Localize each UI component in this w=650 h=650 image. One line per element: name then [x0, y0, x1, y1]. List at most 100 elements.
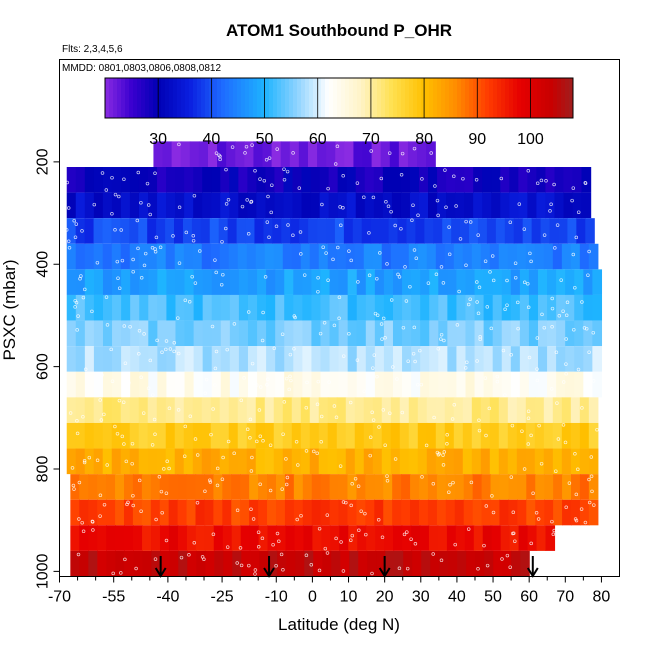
heatmap-cell — [162, 141, 173, 167]
colorbar-segment — [109, 78, 114, 118]
sample-point — [535, 336, 540, 340]
sample-point — [367, 231, 371, 235]
heatmap-cell — [282, 397, 293, 423]
heatmap-cell — [129, 422, 140, 449]
heatmap-cell — [229, 371, 240, 398]
heatmap-cell — [254, 218, 265, 244]
sample-point — [318, 331, 323, 336]
sample-point — [395, 377, 399, 381]
heatmap-cell — [486, 218, 497, 244]
colorbar-segment — [285, 78, 290, 118]
colorbar-segment — [249, 78, 254, 118]
heatmap-cell — [399, 422, 410, 449]
heatmap-cell — [75, 294, 86, 321]
heatmap-cell — [520, 550, 530, 577]
heatmap-cell — [156, 448, 167, 475]
heatmap-cell — [311, 371, 322, 398]
heatmap-cell — [247, 192, 257, 219]
sample-point — [364, 532, 368, 537]
sample-point — [98, 398, 102, 402]
sample-point — [489, 326, 494, 331]
heatmap-cell — [120, 167, 131, 193]
heatmap-cell — [592, 294, 603, 321]
sample-point — [424, 443, 429, 448]
sample-point — [291, 151, 295, 155]
colorbar-segment — [413, 78, 418, 118]
sample-point — [113, 228, 117, 232]
heatmap-cell — [561, 448, 572, 475]
heatmap-cell — [75, 269, 86, 295]
heatmap-cell — [579, 499, 590, 526]
sample-point — [214, 270, 218, 275]
sample-point — [344, 500, 348, 505]
heatmap-cell — [112, 269, 122, 295]
colorbar-segment — [425, 78, 430, 118]
heatmap-cell — [227, 218, 238, 244]
heatmap-cell — [184, 294, 195, 321]
heatmap-cell — [147, 422, 158, 449]
heatmap-cell — [381, 422, 392, 449]
sample-point — [164, 347, 168, 352]
sample-point — [167, 466, 171, 471]
sample-point — [79, 274, 83, 278]
heatmap-cell — [157, 371, 168, 398]
sample-point — [260, 536, 265, 541]
heatmap-cell — [139, 269, 149, 295]
heatmap-cell — [364, 192, 375, 219]
colorbar-segment — [289, 78, 294, 118]
sample-point — [349, 538, 353, 542]
heatmap-cell — [347, 294, 358, 321]
heatmap-cell — [159, 499, 170, 526]
sample-point — [115, 431, 120, 436]
sample-point — [238, 546, 243, 550]
heatmap-cell — [168, 474, 179, 500]
sample-point — [82, 460, 87, 465]
heatmap-cell — [214, 550, 224, 577]
heatmap-cell — [397, 218, 408, 244]
heatmap-cell — [412, 550, 422, 577]
sample-point — [294, 440, 299, 444]
sample-point — [164, 491, 169, 495]
sample-point — [426, 281, 431, 285]
heatmap-cell — [70, 550, 80, 577]
sample-point — [321, 245, 325, 249]
heatmap-cell — [275, 269, 285, 295]
colorbar-segment — [113, 78, 118, 118]
sample-point — [475, 359, 479, 363]
sample-point — [323, 546, 328, 551]
heatmap-cell — [345, 243, 356, 270]
heatmap-cell — [84, 243, 95, 270]
sample-point — [271, 542, 275, 547]
sample-point — [387, 151, 392, 155]
heatmap-cell — [284, 499, 295, 526]
heatmap-cell — [364, 167, 375, 193]
sample-point — [355, 181, 360, 185]
heatmap-cell — [310, 192, 321, 219]
sample-point — [76, 314, 80, 318]
heatmap-cell — [238, 371, 249, 398]
sample-point — [187, 300, 192, 304]
sample-point — [277, 539, 281, 544]
colorbar-segment — [293, 78, 298, 118]
heatmap-cell — [66, 192, 77, 219]
heatmap-cell — [374, 269, 385, 295]
heatmap-cell — [435, 397, 446, 423]
sample-point — [325, 551, 330, 555]
heatmap-cell — [480, 243, 491, 270]
heatmap-cell — [266, 346, 276, 372]
heatmap-cell — [390, 243, 401, 270]
sample-point — [482, 543, 486, 548]
colorbar-segment — [137, 78, 142, 118]
heatmap-cell — [408, 243, 419, 270]
heatmap-cell — [217, 141, 227, 167]
heatmap-cell — [516, 422, 527, 449]
sample-point — [211, 407, 215, 411]
sample-point — [474, 178, 479, 182]
sample-point — [564, 505, 568, 510]
heatmap-cell — [313, 550, 323, 577]
colorbar-segment — [561, 78, 566, 118]
heatmap-cell — [508, 474, 518, 500]
heatmap-cell — [84, 218, 95, 244]
sample-point — [155, 338, 159, 343]
heatmap-cell — [417, 397, 428, 423]
